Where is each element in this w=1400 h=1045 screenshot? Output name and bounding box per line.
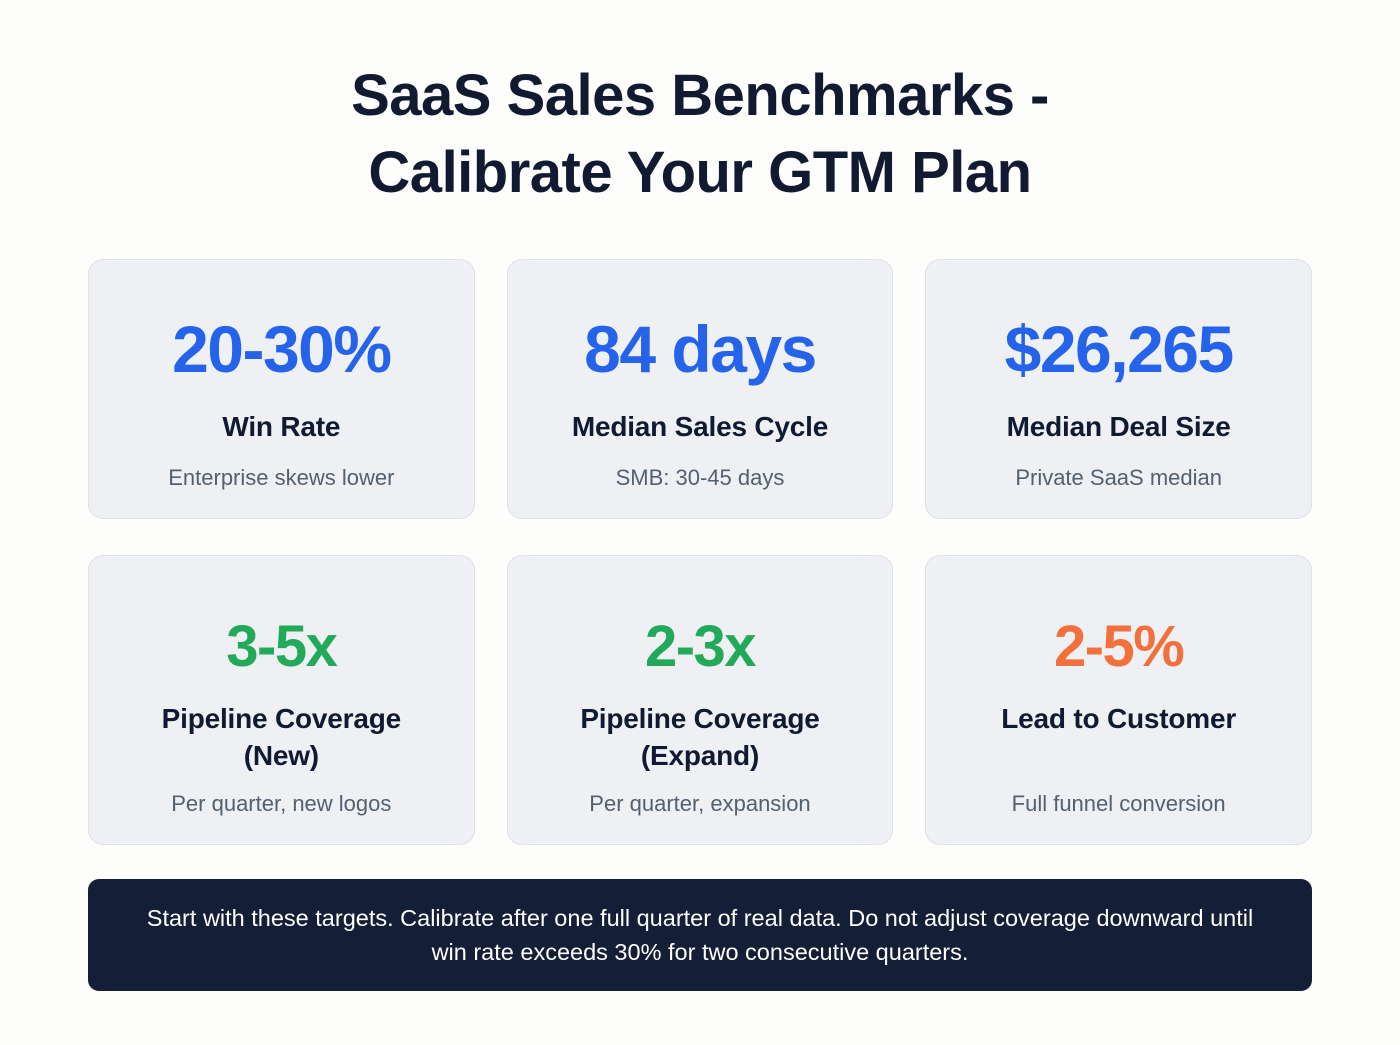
card-label: Pipeline Coverage (Expand) xyxy=(580,703,820,772)
benchmark-card-pipeline-coverage-new: 3-5x Pipeline Coverage (New) Per quarter… xyxy=(88,555,475,846)
page-title-line-2: Calibrate Your GTM Plan xyxy=(368,139,1032,205)
card-sublabel: SMB: 30-45 days xyxy=(615,464,785,490)
benchmark-card-median-deal-size: $26,265 Median Deal Size Private SaaS me… xyxy=(925,259,1312,520)
card-value: 2-3x xyxy=(644,614,757,680)
card-value: 84 days xyxy=(584,312,817,387)
card-value: 3-5x xyxy=(226,614,338,680)
benchmark-card-pipeline-coverage-expand: 2-3x Pipeline Coverage (Expand) Per quar… xyxy=(506,555,894,846)
page-title-line-1: SaaS Sales Benchmarks - xyxy=(351,63,1049,128)
card-value: $26,265 xyxy=(1004,312,1235,387)
card-sublabel: Per quarter, new logos xyxy=(171,790,392,816)
card-label: Win Rate xyxy=(222,411,341,443)
card-sublabel: Enterprise skews lower xyxy=(168,464,395,490)
benchmark-card-median-sales-cycle: 84 days Median Sales Cycle SMB: 30-45 da… xyxy=(506,259,894,520)
card-value: 20-30% xyxy=(172,312,392,387)
card-label: Median Deal Size xyxy=(1006,411,1231,443)
card-label: Median Sales Cycle xyxy=(571,411,829,443)
card-value: 2-5% xyxy=(1053,614,1185,680)
card-label: Lead to Customer xyxy=(1001,703,1237,735)
benchmark-card-win-rate: 20-30% Win Rate Enterprise skews lower xyxy=(88,259,475,520)
footer-callout-banner: Start with these targets. Calibrate afte… xyxy=(88,879,1312,992)
card-sublabel: Full funnel conversion xyxy=(1011,790,1226,816)
benchmark-card-grid: 20-30% Win Rate Enterprise skews lower 8… xyxy=(88,259,1312,846)
card-label: Pipeline Coverage (New) xyxy=(161,703,402,772)
page-title: SaaS Sales Benchmarks - Calibrate Your G… xyxy=(88,0,1312,211)
benchmark-card-lead-to-customer: 2-5% Lead to Customer Full funnel conver… xyxy=(925,555,1312,846)
card-sublabel: Per quarter, expansion xyxy=(589,790,811,816)
card-sublabel: Private SaaS median xyxy=(1015,464,1222,490)
